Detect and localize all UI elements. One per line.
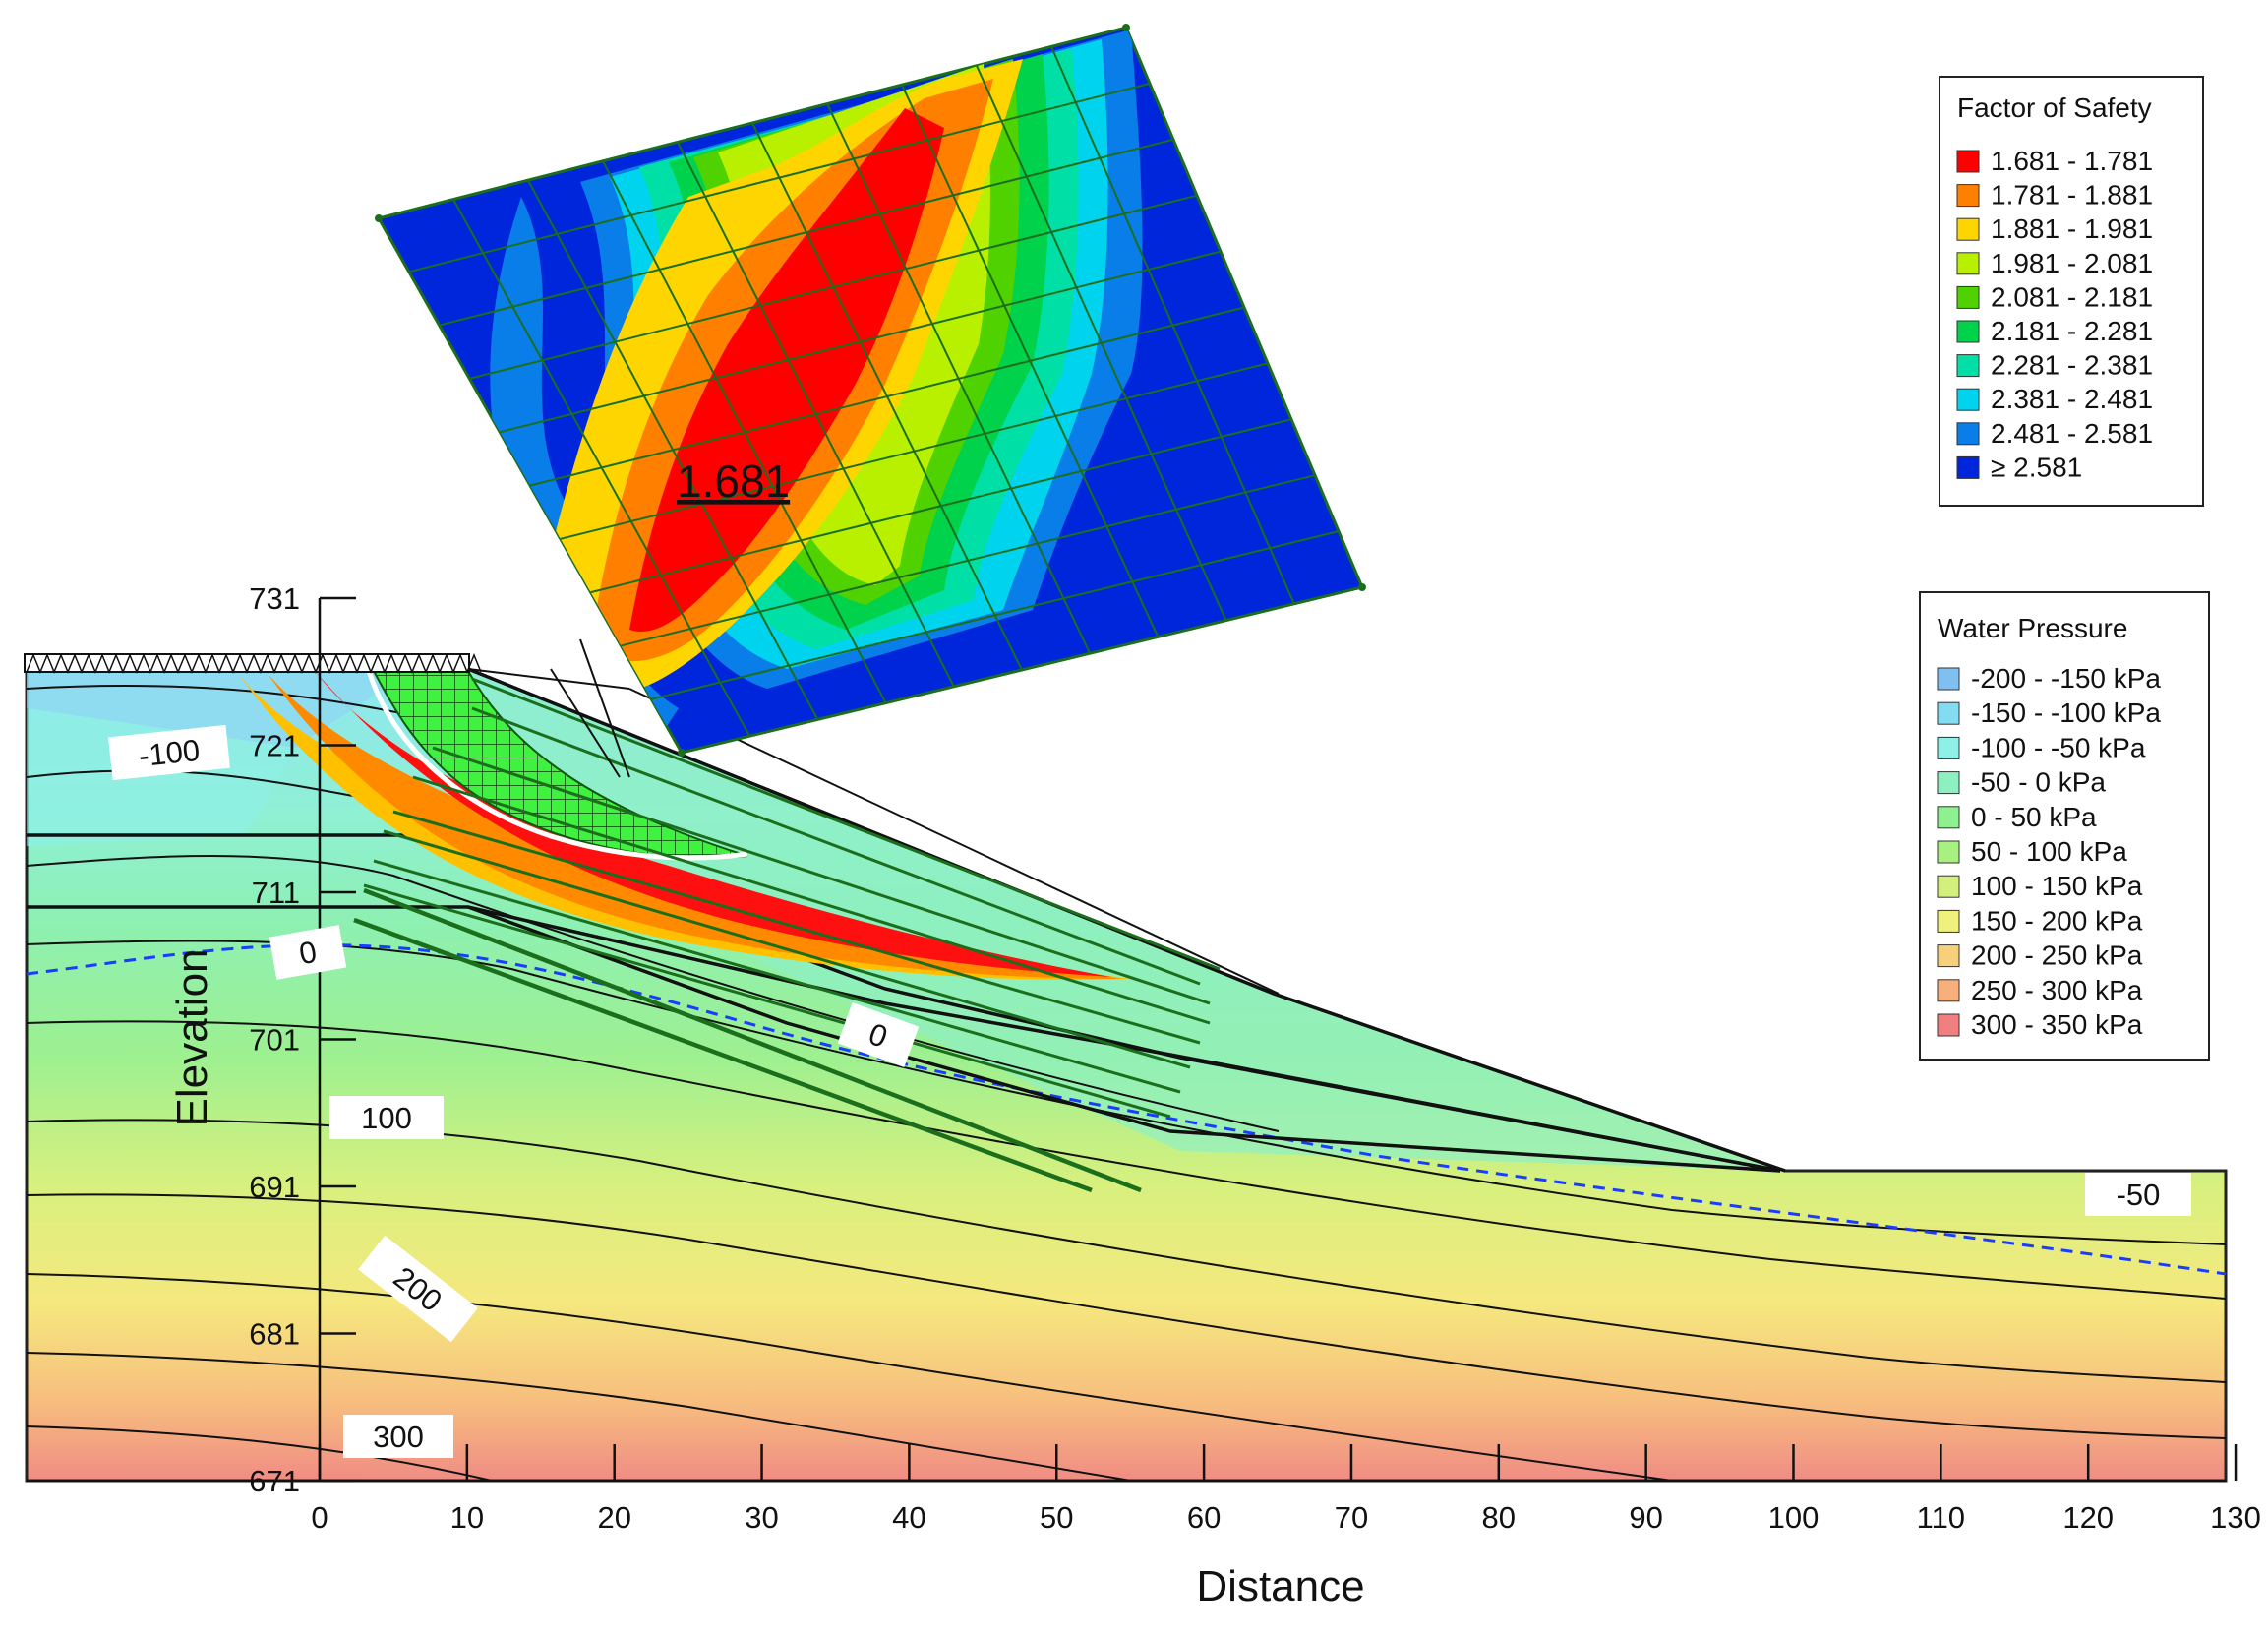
x-tick-label: 60	[1187, 1500, 1221, 1535]
water-legend-item-label: 100 - 150 kPa	[1971, 871, 2143, 901]
water-legend-item-label: -150 - -100 kPa	[1971, 697, 2161, 728]
fos-legend-swatch	[1956, 422, 1980, 446]
y-tick-label: 681	[249, 1317, 300, 1352]
fos-legend-item-label: 2.081 - 2.181	[1991, 281, 2153, 312]
y-tick-label: 671	[249, 1464, 300, 1498]
water-legend-item-label: 50 - 100 kPa	[1971, 836, 2127, 867]
x-axis-title: Distance	[1196, 1562, 1364, 1610]
water-legend-item-label: -100 - -50 kPa	[1971, 732, 2146, 762]
water-legend-item-label: -200 - -150 kPa	[1971, 663, 2161, 694]
water-legend-swatch	[1937, 979, 1960, 1002]
water-legend-swatch	[1937, 736, 1960, 759]
fos-legend-item-label: ≥ 2.581	[1991, 452, 2082, 482]
contour-label: -100	[137, 733, 201, 773]
fos-legend-swatch	[1956, 455, 1980, 479]
water-legend-swatch	[1937, 701, 1960, 725]
water-legend-item-label: 150 - 200 kPa	[1971, 905, 2143, 936]
water-legend-item-label: 250 - 300 kPa	[1971, 975, 2143, 1005]
pressure-contours	[27, 684, 2226, 1481]
x-tick-label: 50	[1040, 1500, 1073, 1535]
water-legend-swatch	[1937, 806, 1960, 829]
y-tick-label: 691	[249, 1170, 300, 1204]
water-legend-swatch	[1937, 944, 1960, 968]
water-legend-item-label: 0 - 50 kPa	[1971, 802, 2097, 832]
fos-legend-swatch	[1956, 354, 1980, 378]
x-ticks: 0 10 20 30 40 50 60 70 80 90 100 110 120 130	[311, 1444, 2261, 1535]
x-tick-label: 90	[1629, 1500, 1662, 1535]
soil-nails	[353, 677, 1221, 1193]
fos-legend-swatch	[1956, 217, 1980, 241]
x-tick-label: 40	[892, 1500, 925, 1535]
y-ticks: 731 721 711 701 691 681 671	[249, 581, 356, 1498]
fos-legend-item-label: 1.981 - 2.081	[1991, 248, 2153, 278]
x-tick-label: 130	[2210, 1500, 2261, 1535]
x-tick-label: 0	[311, 1500, 328, 1535]
contour-label: 0	[297, 935, 320, 971]
surface-load-strip	[24, 653, 482, 674]
water-legend-swatch	[1937, 840, 1960, 864]
fos-legend-item-label: 2.181 - 2.281	[1991, 316, 2153, 346]
y-axis-title: Elevation	[168, 948, 216, 1126]
water-legend-item-label: 300 - 350 kPa	[1971, 1009, 2143, 1040]
fos-grid: 1.681	[375, 24, 1366, 757]
fos-legend-item-label: 2.381 - 2.481	[1991, 384, 2153, 414]
y-tick-label: 721	[249, 729, 300, 763]
water-legend-swatch	[1937, 771, 1960, 795]
water-legend-item-label: -50 - 0 kPa	[1971, 767, 2106, 798]
water-legend-swatch	[1937, 909, 1960, 933]
y-tick-label: 711	[252, 876, 300, 910]
fos-legend-swatch	[1956, 252, 1980, 275]
water-pressure-legend: Water Pressure -200 - -150 kPa-150 - -10…	[1919, 591, 2210, 1061]
water-legend-swatch	[1937, 1013, 1960, 1037]
water-legend-item-label: 200 - 250 kPa	[1971, 940, 2143, 971]
contour-label: -50	[2117, 1178, 2161, 1212]
x-tick-label: 80	[1482, 1500, 1516, 1535]
fos-legend-item-label: 1.881 - 1.981	[1991, 213, 2153, 244]
water-legend-title: Water Pressure	[1938, 613, 2127, 643]
fos-legend-item-label: 2.281 - 2.381	[1991, 350, 2153, 381]
fos-legend-swatch	[1956, 320, 1980, 343]
y-tick-label: 701	[249, 1023, 300, 1058]
fos-legend-item-label: 1.681 - 1.781	[1991, 146, 2153, 176]
x-tick-label: 20	[597, 1500, 630, 1535]
fos-legend-title: Factor of Safety	[1957, 92, 2152, 123]
fos-legend-swatch	[1956, 184, 1980, 208]
fos-legend: Factor of Safety 1.681 - 1.781 1.781 - 1.…	[1939, 76, 2204, 507]
x-tick-label: 110	[1917, 1500, 1965, 1535]
x-tick-label: 30	[745, 1500, 778, 1535]
fos-legend-swatch	[1956, 285, 1980, 309]
x-tick-label: 10	[450, 1500, 484, 1535]
x-tick-label: 100	[1768, 1500, 1820, 1535]
contour-label: 100	[361, 1101, 412, 1135]
y-tick-label: 731	[249, 581, 300, 616]
x-tick-label: 70	[1335, 1500, 1368, 1535]
water-legend-swatch	[1937, 667, 1960, 691]
x-tick-label: 120	[2062, 1500, 2114, 1535]
water-legend-swatch	[1937, 875, 1960, 898]
material-boundaries	[27, 667, 1786, 1173]
fos-legend-swatch	[1956, 388, 1980, 411]
minimum-fos-label: 1.681	[677, 455, 790, 507]
fos-legend-item-label: 2.481 - 2.581	[1991, 418, 2153, 449]
contour-labels: -100 0 0 100 200 300 -50	[108, 724, 2191, 1458]
contour-label: 300	[373, 1420, 424, 1454]
fos-legend-swatch	[1956, 150, 1980, 173]
fos-legend-item-label: 1.781 - 1.881	[1991, 180, 2153, 211]
